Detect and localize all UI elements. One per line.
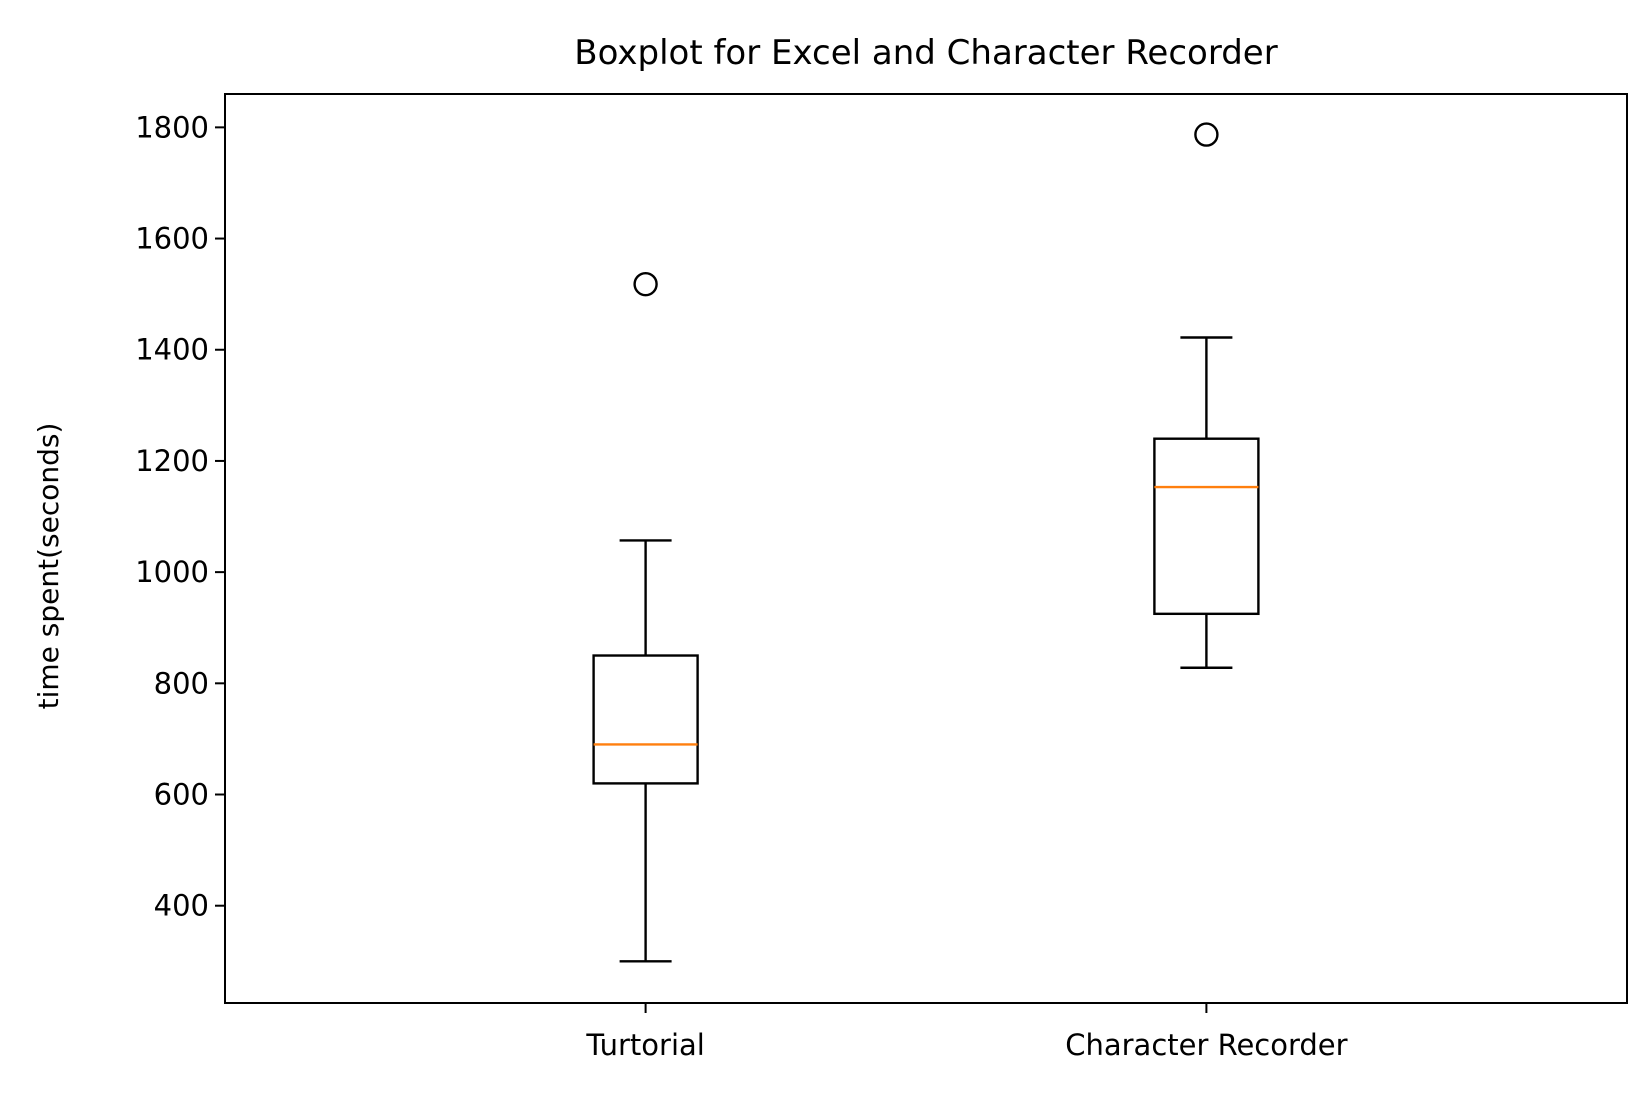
box-iqr bbox=[592, 654, 699, 785]
y-tick-label: 800 bbox=[154, 666, 209, 700]
outlier-point bbox=[1194, 122, 1219, 147]
y-tick-label: 1400 bbox=[135, 333, 209, 367]
y-tick-label: 600 bbox=[154, 778, 209, 812]
outlier-point bbox=[633, 271, 658, 297]
chart-title: Boxplot for Excel and Character Recorder bbox=[574, 33, 1277, 73]
y-tick-label: 1800 bbox=[135, 110, 209, 144]
y-tick-label: 1600 bbox=[135, 222, 209, 256]
plot-area: 400 600 800 1000 1200 1400 1600 1800 Turtorial Ch… bbox=[135, 93, 1628, 1062]
y-tick-label: 400 bbox=[154, 889, 209, 923]
plot-frame bbox=[224, 93, 1628, 1004]
box-iqr bbox=[1153, 437, 1260, 616]
x-tick-label: Character Recorder bbox=[1065, 1028, 1347, 1062]
y-tick-label: 1200 bbox=[135, 444, 209, 478]
x-tick-label: Turtorial bbox=[585, 1028, 705, 1062]
y-axis-label: time spent(seconds) bbox=[32, 423, 65, 710]
y-tick-label: 1000 bbox=[135, 555, 209, 589]
